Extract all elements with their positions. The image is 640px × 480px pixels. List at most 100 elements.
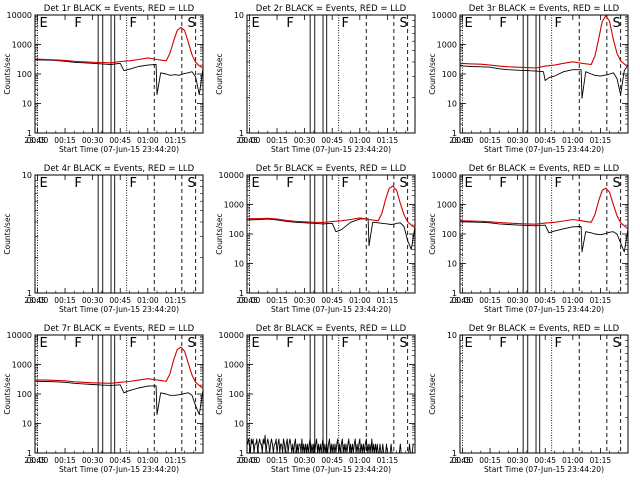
region-marker-label: F: [555, 336, 562, 351]
x-tick-label: 00:15: [479, 296, 501, 305]
region-marker-label: F: [499, 176, 506, 191]
series-events-line: [247, 434, 414, 454]
plot-frame: [459, 334, 629, 454]
region-marker-label: S: [612, 336, 620, 351]
panel-title: Det 2r BLACK = Events, RED = LLD: [256, 4, 407, 14]
y-tick-label: 1000: [437, 41, 457, 50]
y-tick-label: 10000: [219, 171, 244, 180]
region-marker-label: E: [40, 176, 48, 191]
y-tick-label: 100: [442, 230, 457, 239]
plot-frame: [34, 14, 204, 134]
x-axis-label: Start Time (07-Jun-15 23:44:20): [271, 305, 391, 314]
x-tick-label: 00:00: [452, 296, 474, 305]
region-marker-label: F: [342, 176, 349, 191]
x-tick-label: 23:45: [24, 296, 46, 305]
x-tick-label: 00:30: [294, 296, 316, 305]
x-axis-label: Start Time (07-Jun-15 23:44:20): [484, 305, 604, 314]
x-tick-label: 01:15: [165, 296, 187, 305]
panel-det7: Det 7r BLACK = Events, RED = LLD 1 10 100 10…: [3, 324, 204, 474]
y-axis-label: Counts/sec: [215, 213, 224, 254]
region-marker-label: E: [40, 16, 48, 31]
region-marker-label: F: [286, 176, 293, 191]
x-tick-label: 00:15: [54, 296, 76, 305]
y-axis-label: Counts/sec: [428, 213, 437, 254]
region-marker-label: S: [399, 16, 407, 31]
x-tick-label: 00:45: [534, 456, 556, 465]
x-tick-label: 00:45: [109, 136, 131, 145]
panel-title: Det 3r BLACK = Events, RED = LLD: [469, 4, 620, 14]
y-axis-label: Counts/sec: [215, 373, 224, 414]
region-marker-label: F: [74, 16, 81, 31]
plot-frame: [246, 174, 416, 294]
series-lld-line: [460, 187, 629, 230]
x-tick-label: 00:00: [239, 296, 261, 305]
x-tick-label: 01:00: [562, 136, 584, 145]
y-tick-label: 1000: [12, 41, 32, 50]
panel-title: Det 5r BLACK = Events, RED = LLD: [256, 164, 407, 174]
y-axis-label: Counts/sec: [3, 213, 12, 254]
region-marker-label: S: [187, 16, 195, 31]
x-tick-label: 00:15: [479, 456, 501, 465]
region-marker-label: E: [252, 16, 260, 31]
x-axis-label: Start Time (07-Jun-15 23:44:20): [59, 305, 179, 314]
y-tick-label: 10: [447, 100, 457, 109]
region-marker-label: F: [286, 16, 293, 31]
x-tick-label: 00:00: [452, 456, 474, 465]
series-events-line: [35, 59, 204, 96]
x-tick-label: 01:15: [377, 136, 399, 145]
y-tick-label: 10000: [7, 331, 32, 340]
x-axis-label: Start Time (07-Jun-15 23:44:20): [59, 465, 179, 474]
x-tick-label: 00:30: [507, 456, 529, 465]
y-axis-label: Counts/sec: [428, 373, 437, 414]
x-tick-label: 23:45: [24, 136, 46, 145]
x-tick-label: 00:15: [54, 136, 76, 145]
y-tick-label: 10: [447, 260, 457, 269]
y-tick-label: 1: [239, 129, 244, 138]
y-tick-label: 10: [22, 100, 32, 109]
series-events-line: [460, 221, 629, 253]
x-tick-label: 01:00: [137, 296, 159, 305]
panel-det1: Det 1r BLACK = Events, RED = LLD 1 10 100 10…: [3, 4, 204, 154]
y-tick-label: 1: [27, 289, 32, 298]
y-tick-label: 1: [452, 129, 457, 138]
series-events-line: [247, 218, 416, 250]
y-axis-label: Counts/sec: [215, 53, 224, 94]
x-tick-label: 23:45: [236, 296, 258, 305]
region-marker-label: F: [499, 336, 506, 351]
region-marker-label: S: [399, 336, 407, 351]
x-tick-label: 23:45: [449, 136, 471, 145]
y-tick-label: 1000: [12, 361, 32, 370]
y-tick-label: 1000: [224, 361, 244, 370]
y-tick-label: 1: [239, 289, 244, 298]
panel-title: Det 1r BLACK = Events, RED = LLD: [44, 4, 195, 14]
y-tick-label: 10: [234, 420, 244, 429]
x-tick-label: 23:45: [24, 456, 46, 465]
y-tick-label: 10: [447, 331, 457, 340]
y-tick-label: 10: [234, 260, 244, 269]
x-axis-label: Start Time (07-Jun-15 23:44:20): [271, 465, 391, 474]
series-events-line: [35, 380, 204, 416]
x-tick-label: 01:00: [349, 456, 371, 465]
y-tick-label: 100: [17, 70, 32, 79]
plot-frame: [34, 334, 204, 454]
x-tick-label: 23:45: [236, 456, 258, 465]
region-marker-label: F: [130, 176, 137, 191]
x-tick-label: 00:30: [82, 456, 104, 465]
x-tick-label: 23:45: [236, 136, 258, 145]
panel-title: Det 9r BLACK = Events, RED = LLD: [469, 324, 620, 334]
x-tick-label: 00:45: [321, 296, 343, 305]
panel-title: Det 7r BLACK = Events, RED = LLD: [44, 324, 195, 334]
region-marker-label: S: [187, 336, 195, 351]
x-tick-label: 01:15: [165, 456, 187, 465]
y-tick-label: 100: [17, 390, 32, 399]
x-tick-label: 00:00: [239, 456, 261, 465]
x-axis-label: Start Time (07-Jun-15 23:44:20): [484, 465, 604, 474]
y-tick-label: 1: [27, 449, 32, 458]
x-tick-label: 01:15: [590, 136, 612, 145]
x-tick-label: 01:15: [590, 296, 612, 305]
region-marker-label: E: [40, 336, 48, 351]
x-tick-label: 00:45: [321, 456, 343, 465]
y-axis-label: Counts/sec: [3, 53, 12, 94]
y-tick-label: 10: [234, 11, 244, 20]
